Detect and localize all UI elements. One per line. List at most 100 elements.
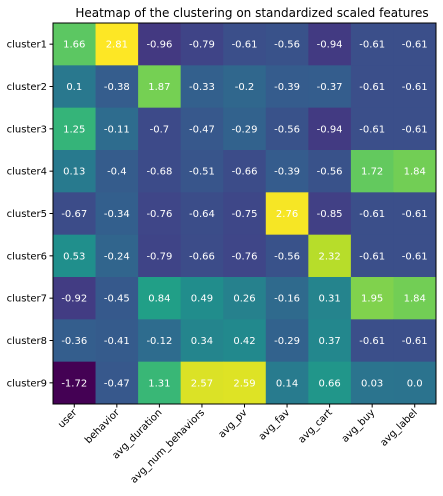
cell-value-label: -0.51: [189, 167, 215, 178]
heatmap-cells: [53, 23, 437, 405]
heatmap-cell: [350, 319, 394, 363]
heatmap-cell: [350, 361, 394, 405]
cell-value-label: -0.61: [402, 251, 428, 262]
cell-value-label: -0.36: [61, 336, 87, 347]
y-tick-label: cluster8: [7, 336, 47, 347]
y-tick-label: cluster9: [7, 378, 47, 389]
heatmap-cell: [308, 277, 352, 320]
cell-value-label: 2.32: [318, 251, 340, 262]
heatmap-cell: [95, 65, 139, 109]
y-tick-label: cluster3: [7, 124, 47, 135]
heatmap-cell: [53, 150, 96, 193]
cell-value-label: 2.81: [106, 40, 128, 51]
heatmap-cell: [53, 234, 96, 278]
x-tick-label: user: [56, 407, 80, 431]
heatmap-cell: [53, 107, 96, 151]
heatmap-cell: [265, 234, 309, 278]
heatmap-cell: [95, 192, 139, 236]
cell-value-label: -0.64: [189, 209, 215, 220]
heatmap-cell: [308, 319, 352, 363]
heatmap-cell: [223, 234, 267, 278]
cell-value-label: -0.47: [189, 124, 215, 135]
cell-value-label: 2.76: [276, 209, 298, 220]
cell-value-label: 0.66: [318, 378, 340, 389]
cell-value-label: 0.14: [276, 378, 298, 389]
heatmap-cell: [393, 319, 437, 363]
cell-value-label: -0.61: [402, 336, 428, 347]
heatmap-cell: [393, 150, 437, 193]
cell-value-label: -0.29: [274, 336, 300, 347]
cell-value-label: -0.61: [232, 40, 258, 51]
cell-value-label: -0.61: [402, 209, 428, 220]
heatmap-cell: [350, 150, 394, 193]
x-tick-label: avg_num_behaviors: [129, 407, 207, 485]
heatmap-cell: [265, 361, 309, 405]
heatmap-cell: [223, 107, 267, 151]
cell-value-label: -0.34: [104, 209, 130, 220]
heatmap-cell: [95, 107, 139, 151]
heatmap-cell: [138, 361, 182, 405]
y-tick-label: cluster6: [7, 251, 47, 262]
heatmap-cell: [308, 234, 352, 278]
heatmap-cell: [350, 192, 394, 236]
cell-value-label: 0.84: [148, 294, 170, 305]
cell-value-label: 1.95: [361, 294, 383, 305]
heatmap-cell: [180, 65, 224, 109]
cell-value-label: 1.25: [63, 124, 85, 135]
x-tick-label: behavior: [83, 407, 122, 446]
heatmap-cell: [138, 65, 182, 109]
heatmap-cell: [180, 277, 224, 320]
cell-value-label: -0.29: [232, 124, 258, 135]
heatmap-cell: [265, 150, 309, 193]
heatmap-cell: [350, 234, 394, 278]
cell-value-label: -0.79: [189, 40, 215, 51]
cell-value-label: 0.0: [407, 378, 423, 389]
heatmap-cell: [138, 23, 182, 66]
heatmap-cell: [180, 192, 224, 236]
heatmap-cell: [180, 234, 224, 278]
cell-value-label: 2.59: [233, 378, 255, 389]
cell-value-label: -0.2: [235, 82, 255, 93]
cell-value-label: -0.47: [104, 378, 130, 389]
cell-value-label: -0.12: [146, 336, 172, 347]
heatmap-cell: [180, 319, 224, 363]
chart-title: Heatmap of the clustering on standardize…: [75, 6, 428, 20]
cell-value-label: -0.66: [232, 167, 258, 178]
cell-value-label: -0.61: [359, 209, 385, 220]
cell-value-label: 0.37: [318, 336, 340, 347]
cell-value-label: -0.68: [146, 167, 172, 178]
cell-value-label: -0.56: [274, 40, 300, 51]
heatmap-cell: [308, 65, 352, 109]
cell-value-label: 0.13: [63, 167, 85, 178]
x-tick-label: avg_cart: [297, 407, 335, 445]
heatmap-cell: [308, 361, 352, 405]
heatmap-cell: [265, 107, 309, 151]
cell-value-label: -0.76: [232, 251, 258, 262]
cell-value-label: -0.75: [232, 209, 258, 220]
cell-value-label: 1.84: [404, 294, 426, 305]
y-tick-label: cluster2: [7, 82, 47, 93]
cell-value-label: -0.94: [317, 40, 343, 51]
cell-value-label: 0.26: [233, 294, 255, 305]
cell-value-label: -0.4: [107, 167, 127, 178]
heatmap-cell: [393, 107, 437, 151]
cell-value-label: 1.66: [63, 40, 85, 51]
heatmap-cell: [393, 192, 437, 236]
cell-value-label: -0.76: [146, 209, 172, 220]
heatmap-cell: [180, 107, 224, 151]
heatmap-cell: [393, 234, 437, 278]
cell-value-label: -0.92: [61, 294, 87, 305]
cell-value-label: -0.33: [189, 82, 215, 93]
x-axis-ticks: user behavioravg_durationavg_num_behavior…: [56, 404, 420, 486]
cell-value-label: 0.53: [63, 251, 85, 262]
cell-value-label: -0.56: [274, 251, 300, 262]
heatmap-cell: [308, 150, 352, 193]
heatmap-cell: [138, 192, 182, 236]
heatmap-cell: [223, 277, 267, 320]
heatmap-cell: [393, 23, 437, 66]
cell-value-label: -0.61: [402, 40, 428, 51]
heatmap-cell: [265, 65, 309, 109]
heatmap-cell: [308, 192, 352, 236]
cell-value-label: -0.79: [146, 251, 172, 262]
heatmap-cell: [95, 150, 139, 193]
